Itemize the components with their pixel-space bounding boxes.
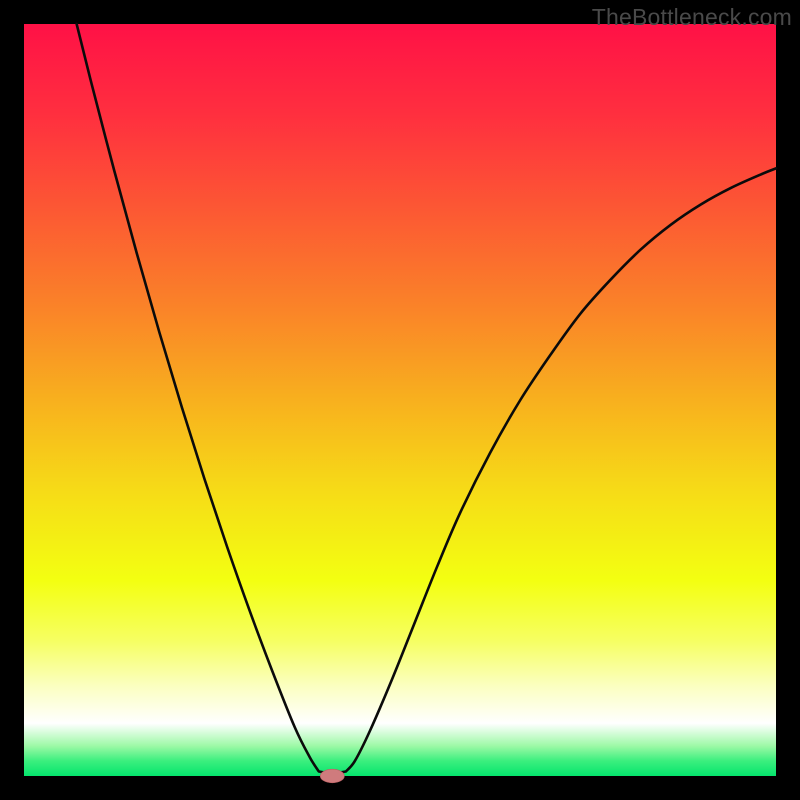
plot-area	[24, 24, 776, 776]
bottleneck-chart	[0, 0, 800, 800]
optimal-point-marker	[320, 769, 344, 783]
chart-root: { "chart": { "type": "line-on-gradient",…	[0, 0, 800, 800]
watermark-text: TheBottleneck.com	[592, 4, 792, 31]
